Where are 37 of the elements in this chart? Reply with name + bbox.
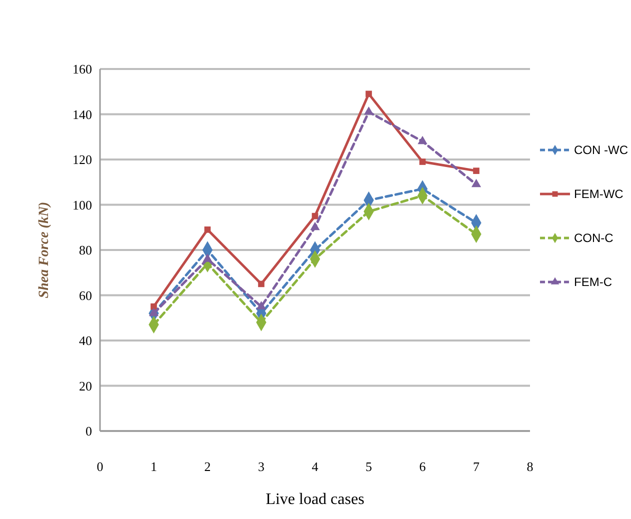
y-tick-label: 40 [79, 333, 92, 348]
legend-label: FEM-C [574, 275, 612, 290]
point [204, 226, 211, 233]
x-tick-label: 0 [96, 459, 104, 474]
point [258, 280, 264, 288]
x-axis-title: Live load cases [266, 491, 364, 508]
legend-label: FEM-WC [574, 187, 624, 202]
x-tick-label: 1 [150, 459, 157, 474]
x-tick-label: 2 [204, 459, 211, 474]
x-tick-label: 6 [419, 459, 426, 474]
y-tick-label: 160 [72, 62, 92, 77]
x-tick-label: 7 [473, 459, 480, 474]
point [473, 168, 480, 174]
y-tick-label: 0 [86, 424, 92, 439]
y-tick-label: 20 [79, 378, 92, 394]
x-tick-label: 8 [526, 459, 534, 474]
point [150, 303, 157, 310]
point [418, 136, 428, 144]
point [148, 308, 159, 316]
point [471, 178, 482, 188]
y-tick-label: 140 [72, 106, 92, 122]
x-tick-label: 4 [312, 459, 319, 474]
point [364, 106, 374, 115]
x-tick-label: 5 [366, 459, 372, 474]
point [202, 254, 212, 262]
y-tick-label: 60 [79, 288, 92, 303]
legend-label: CON -WC [574, 143, 628, 158]
x-tick-label: 3 [258, 459, 264, 474]
y-tick-label: 120 [72, 152, 92, 168]
legend-label: CON-C [574, 231, 614, 246]
y-tick-label: 80 [79, 242, 92, 258]
y-axis-title: Shea Force (kN) [37, 202, 52, 298]
y-tick-label: 100 [72, 197, 92, 212]
point [419, 158, 426, 165]
point [366, 90, 372, 98]
point [310, 222, 320, 230]
point [256, 301, 266, 310]
